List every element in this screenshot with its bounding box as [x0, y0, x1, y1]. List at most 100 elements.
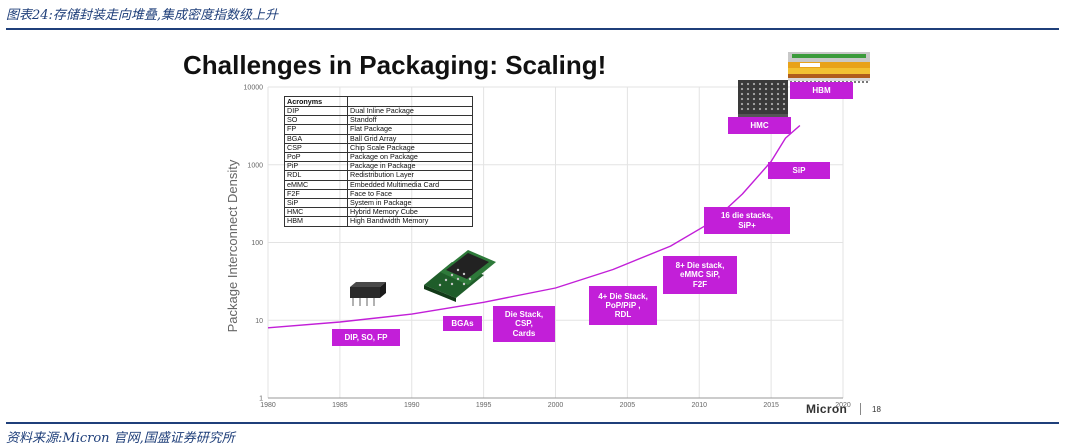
hmc-dot — [776, 102, 780, 106]
acronym-row: DIP Dual Inline Package — [284, 105, 473, 117]
acronym-row: HBM High Bandwidth Memory — [284, 216, 473, 227]
hmc-dot — [758, 102, 762, 106]
acronyms-header: Acronyms — [284, 96, 348, 107]
hmc-dot — [752, 97, 756, 101]
acronym-row: eMMC Embedded Multimedia Card — [284, 179, 473, 190]
x-tick-label: 1985 — [332, 402, 348, 409]
y-tick-label: 100 — [251, 240, 263, 247]
hmc-dot — [758, 87, 762, 91]
hmc-dot — [776, 87, 780, 91]
hmc-dot — [782, 92, 786, 96]
acronym-meaning: Redistribution Layer — [347, 170, 473, 181]
hmc-dot — [752, 107, 756, 111]
label-hmc: HMC — [728, 117, 791, 134]
acronym-meaning: High Bandwidth Memory — [347, 216, 473, 227]
y-axis-label: Package Interconnect Density — [225, 159, 240, 332]
acronym-row: BGA Ball Grid Array — [284, 133, 473, 144]
acronym-meaning: Embedded Multimedia Card — [347, 179, 473, 190]
figure-source: 资料来源:Micron 官网,国盛证券研究所 — [6, 431, 235, 446]
y-tick-label: 10000 — [244, 85, 264, 92]
figure-caption: 图表24:存储封装走向堆叠,集成密度指数级上升 — [6, 8, 279, 23]
hmc-dot — [776, 97, 780, 101]
hmc-dot — [782, 97, 786, 101]
label-8-die-stack: 8+ Die stack, eMMC SiP, F2F — [663, 256, 737, 294]
label-sip: SiP — [768, 162, 830, 179]
density-curve — [267, 124, 801, 329]
bga-chip-image — [424, 250, 496, 302]
hmc-dot — [770, 102, 774, 106]
hmc-dot — [770, 82, 774, 86]
hbm-bump — [858, 81, 860, 83]
slide-page-number: 18 — [872, 405, 881, 414]
hmc-dot — [752, 102, 756, 106]
hmc-dot — [776, 92, 780, 96]
hmc-dot — [782, 82, 786, 86]
hmc-dot — [764, 87, 768, 91]
hmc-dot — [758, 92, 762, 96]
micron-logo: Micron — [806, 402, 848, 416]
hmc-dot — [770, 107, 774, 111]
chart-axes: 1980 1985 1990 1995 2000 2005 2010 2015 2020 1 10 1… — [244, 85, 851, 410]
acronym-term: RDL — [284, 170, 348, 181]
y-tick-label: 1 — [259, 396, 263, 403]
label-4-die-stack: 4+ Die Stack, PoP/PiP , RDL — [589, 286, 657, 325]
footer-divider — [860, 403, 861, 415]
chart-series — [267, 124, 801, 329]
acronym-term: BGA — [284, 133, 348, 144]
chart-grid — [267, 86, 844, 399]
hmc-dot — [782, 102, 786, 106]
label-dip-so-fp: DIP, SO, FP — [332, 329, 400, 346]
acronym-term: FP — [284, 124, 348, 135]
hmc-dot — [746, 92, 750, 96]
y-tick-label: 10 — [255, 318, 263, 325]
acronym-row: RDL Redistribution Layer — [284, 170, 473, 181]
label-die-stack-csp-cards: Die Stack, CSP, Cards — [493, 306, 555, 342]
hmc-dot — [740, 97, 744, 101]
acronyms-table: Acronyms DIP Dual Inline Package SO Standof… — [284, 96, 473, 227]
hmc-dot — [740, 107, 744, 111]
hmc-dot — [746, 87, 750, 91]
hbm-stack-image — [788, 52, 870, 83]
label-16-die-stacks: 16 die stacks, SiP+ — [704, 207, 790, 234]
hmc-dot — [746, 107, 750, 111]
x-tick-label: 2000 — [548, 402, 564, 409]
hmc-dot — [740, 87, 744, 91]
hmc-dot — [782, 107, 786, 111]
y-tick-label: 1000 — [247, 162, 263, 169]
hmc-dot — [752, 87, 756, 91]
hmc-dot — [740, 102, 744, 106]
x-tick-label: 2015 — [763, 402, 779, 409]
hmc-dot — [758, 82, 762, 86]
hmc-dot — [746, 97, 750, 101]
hmc-dot — [764, 107, 768, 111]
hmc-dot — [758, 97, 762, 101]
x-tick-label: 2010 — [691, 402, 707, 409]
hmc-dot — [776, 107, 780, 111]
hmc-dot — [746, 82, 750, 86]
hmc-dot — [740, 92, 744, 96]
hmc-dot — [782, 87, 786, 91]
hbm-bump — [854, 81, 856, 83]
hmc-dot — [770, 97, 774, 101]
caption-divider — [6, 28, 1059, 30]
x-tick-label: 1980 — [260, 402, 276, 409]
hmc-dot — [746, 102, 750, 106]
acronym-term: eMMC — [284, 179, 348, 190]
hmc-dot — [770, 87, 774, 91]
hbm-bump — [866, 81, 868, 83]
hmc-dot — [764, 102, 768, 106]
acronym-row: FP Flat Package — [284, 124, 473, 135]
label-bgas: BGAs — [443, 316, 482, 331]
acronyms-header-row: Acronyms — [284, 96, 473, 107]
hmc-dot — [740, 82, 744, 86]
acronym-meaning: Dual Inline Package — [347, 105, 473, 117]
hbm-bump — [862, 81, 864, 83]
dip-chip-image — [350, 282, 386, 306]
hmc-dot — [752, 82, 756, 86]
hmc-cube-image — [738, 80, 788, 118]
acronyms-header-blank — [347, 96, 473, 107]
x-tick-label: 1990 — [404, 402, 420, 409]
hmc-dot — [776, 82, 780, 86]
acronym-meaning: Ball Grid Array — [347, 133, 473, 144]
